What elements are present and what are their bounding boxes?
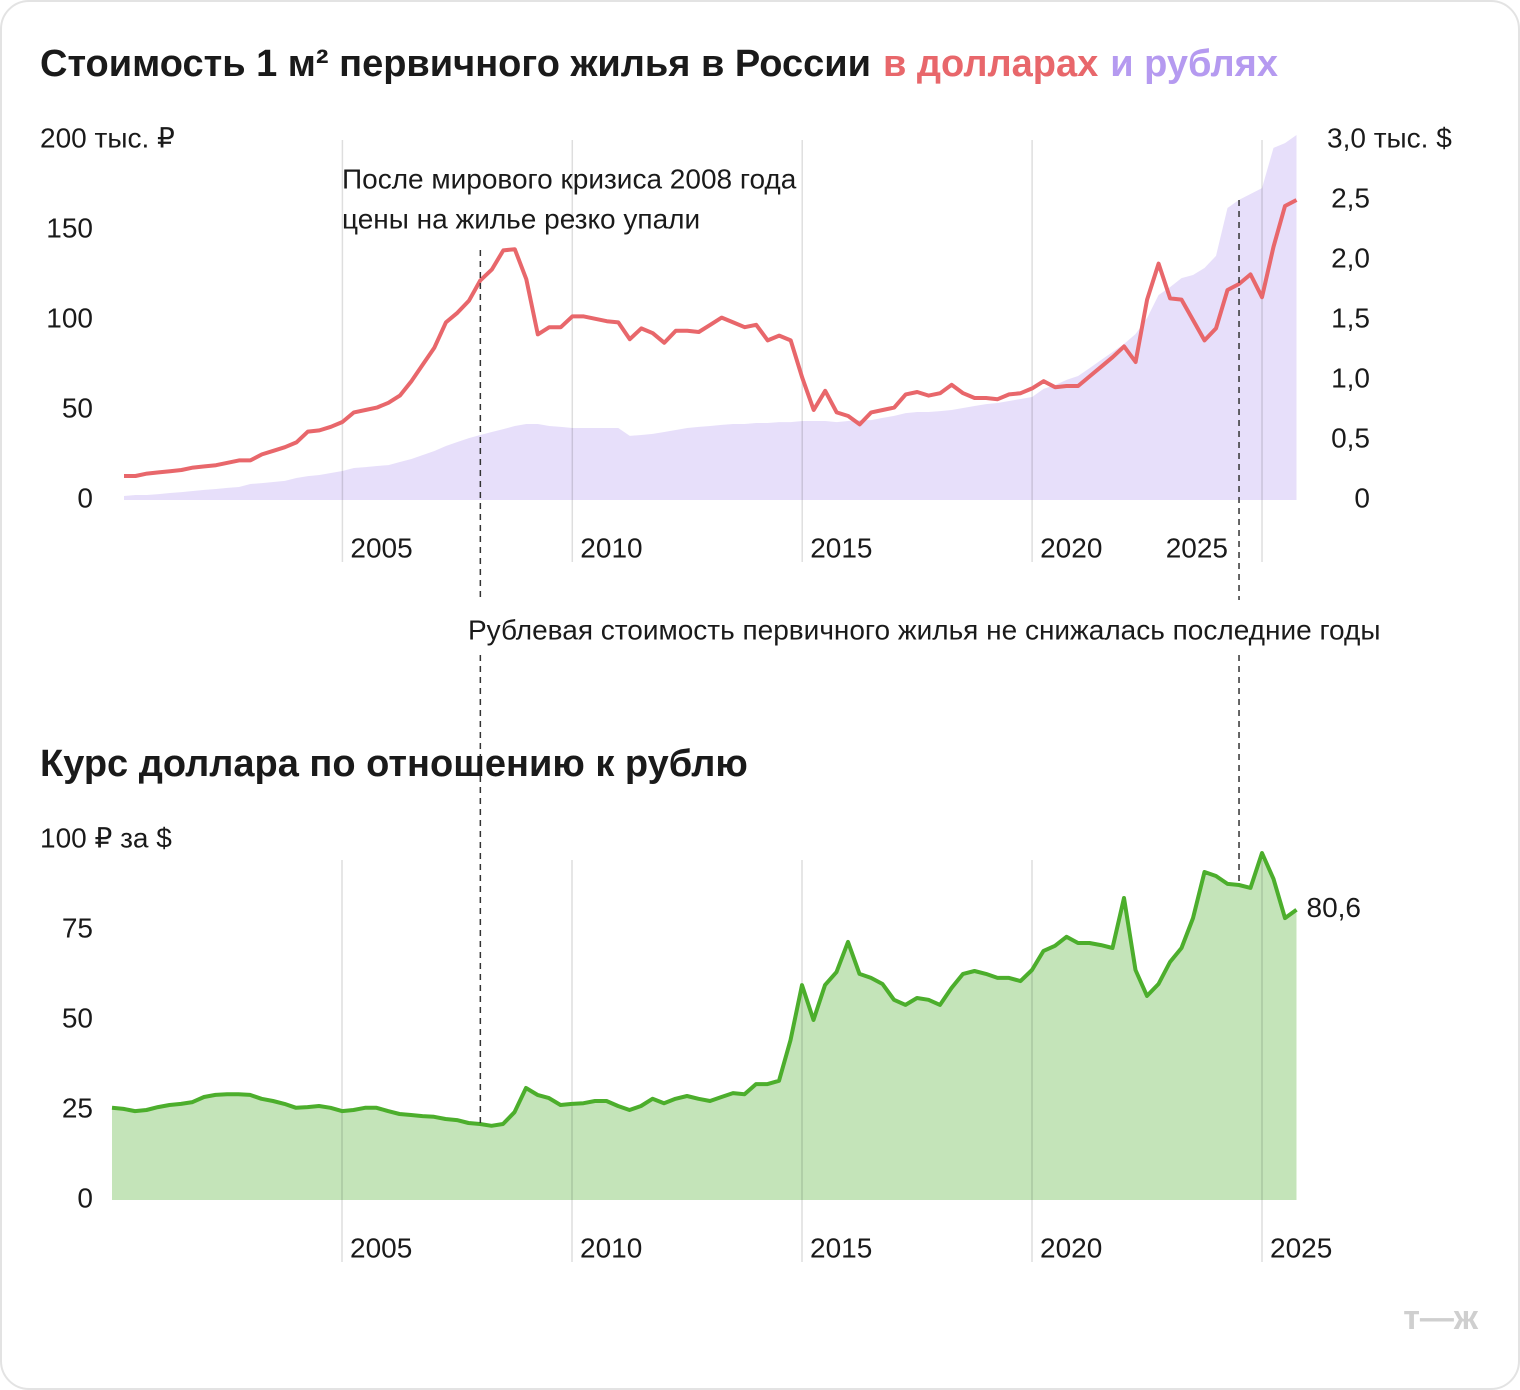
x-tick-label: 2005 bbox=[350, 532, 412, 563]
x-tick-label: 2020 bbox=[1040, 532, 1102, 563]
title-text: Курс доллара по отношению к рублю bbox=[40, 743, 748, 785]
x-tick-label: 2005 bbox=[350, 1232, 412, 1263]
y-tick-label: 0 bbox=[77, 1182, 93, 1213]
y-tick-label: 200 тыс. ₽ bbox=[40, 122, 175, 153]
x-tick-label: 2015 bbox=[810, 1232, 872, 1263]
annotation-text: цены на жилье резко упали bbox=[342, 203, 700, 234]
x-tick-label: 2010 bbox=[580, 1232, 642, 1263]
chart-title: Курс доллара по отношению к рублю bbox=[40, 743, 748, 785]
x-tick-label: 2010 bbox=[580, 532, 642, 563]
x-tick-label: 2025 bbox=[1166, 532, 1228, 563]
line bbox=[111, 851, 1298, 1128]
y-tick-label: 100 ₽ за $ bbox=[40, 822, 172, 853]
y-tick-label: 50 bbox=[62, 392, 93, 423]
y2-tick-label: 2,0 bbox=[1331, 242, 1370, 273]
annotation-text: Рублевая стоимость первичного жилья не с… bbox=[468, 614, 1380, 645]
title-series-name: в долларах bbox=[883, 43, 1098, 85]
logo: т—ж bbox=[1403, 1299, 1479, 1337]
y-tick-label: 150 bbox=[46, 212, 93, 243]
y-tick-label: 75 bbox=[62, 912, 93, 943]
grid bbox=[341, 140, 1263, 1262]
y-tick-label: 0 bbox=[77, 482, 93, 513]
chart-title: Стоимость 1 м² первичного жилья в России… bbox=[40, 43, 1278, 85]
labels: Стоимость 1 м² первичного жилья в России… bbox=[40, 43, 1452, 1263]
x-tick-label: 2020 bbox=[1040, 1232, 1102, 1263]
y2-tick-label: 2,5 bbox=[1331, 182, 1370, 213]
x-tick-label: 2025 bbox=[1270, 1232, 1332, 1263]
area bbox=[124, 135, 1297, 500]
y2-tick-label: 0 bbox=[1354, 482, 1370, 513]
title-text: Стоимость 1 м² первичного жилья в России bbox=[40, 43, 871, 85]
annotation-text: После мирового кризиса 2008 года bbox=[342, 163, 797, 194]
area bbox=[112, 853, 1297, 1200]
y-tick-label: 100 bbox=[46, 302, 93, 333]
line bbox=[124, 198, 1298, 478]
y2-tick-label: 1,0 bbox=[1331, 362, 1370, 393]
y2-tick-label: 3,0 тыс. $ bbox=[1327, 122, 1452, 153]
title-series-name: и рублях bbox=[1110, 43, 1278, 85]
y2-tick-label: 0,5 bbox=[1331, 422, 1370, 453]
y-tick-label: 25 bbox=[62, 1092, 93, 1123]
lines bbox=[111, 198, 1298, 1128]
areas bbox=[112, 135, 1297, 1200]
y-tick-label: 50 bbox=[62, 1002, 93, 1033]
y2-tick-label: 1,5 bbox=[1331, 302, 1370, 333]
x-tick-label: 2015 bbox=[810, 532, 872, 563]
value-label: 80,6 bbox=[1307, 892, 1362, 923]
